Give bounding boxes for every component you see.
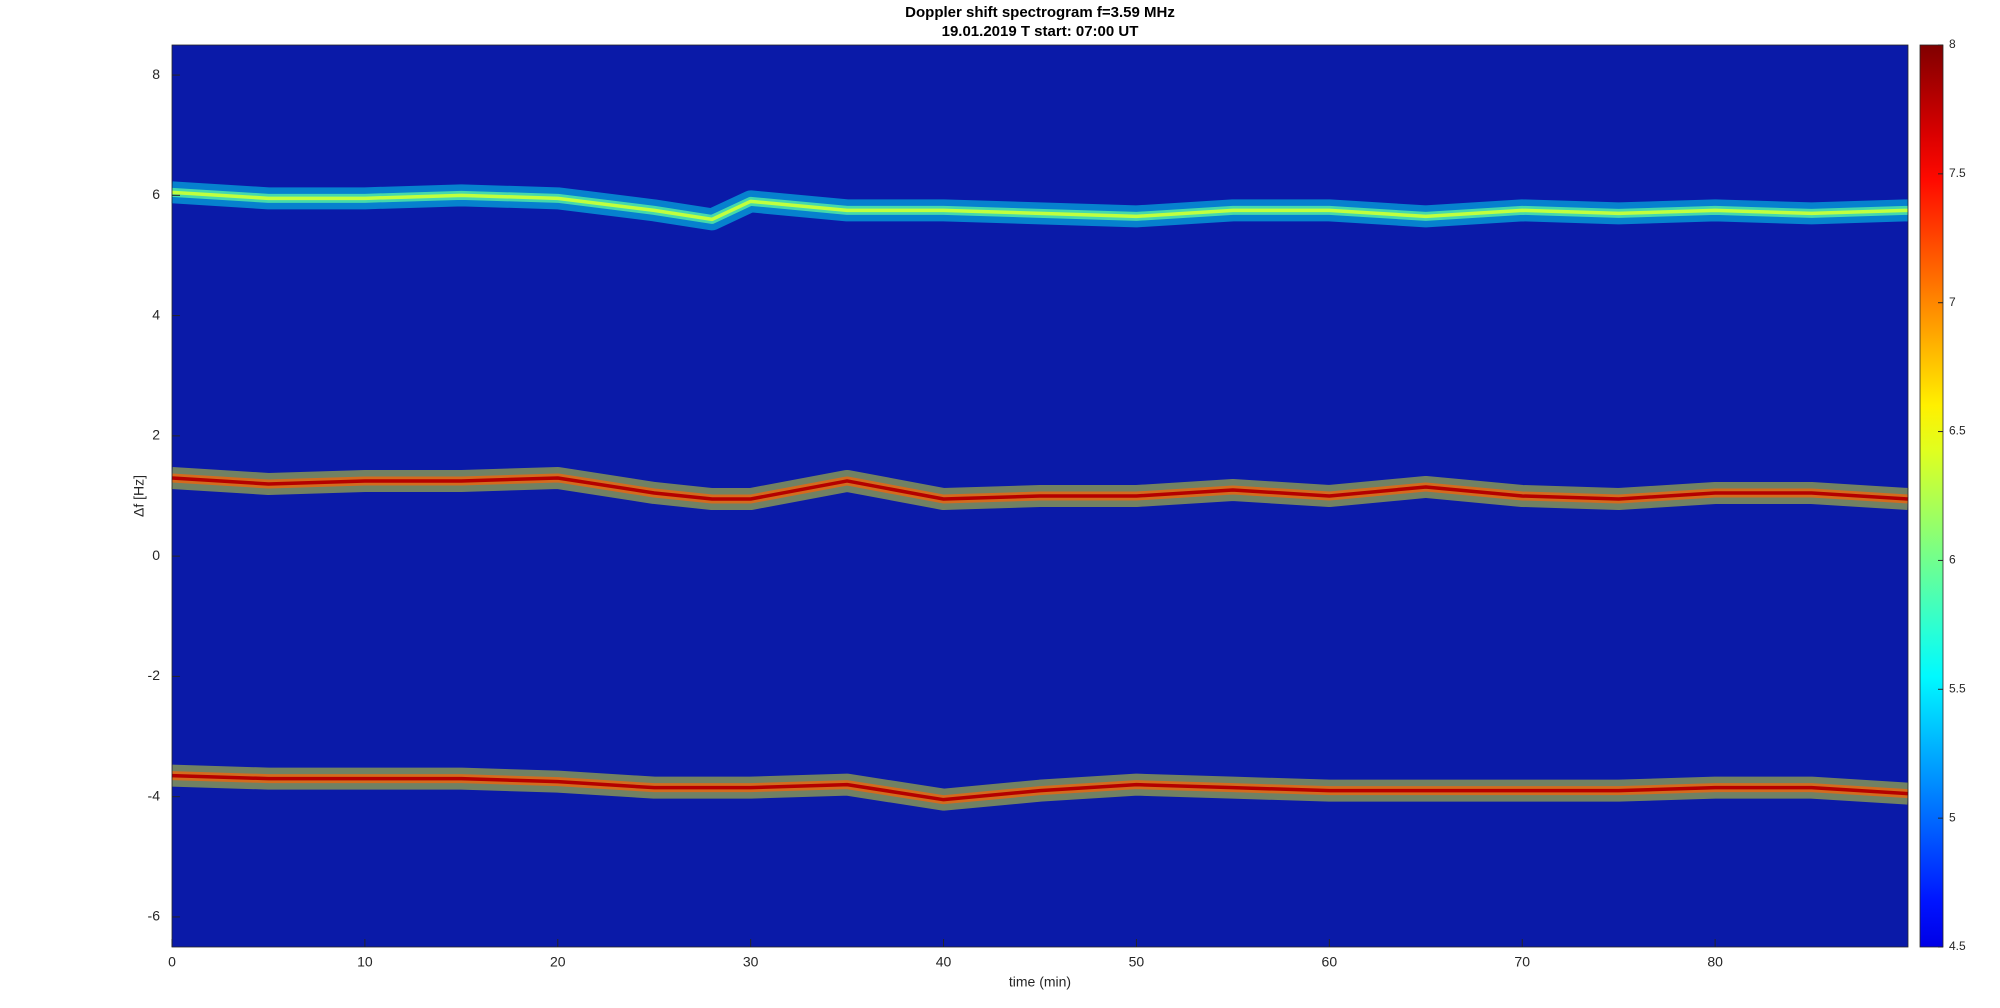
colorbar-tick-label: 4.5 xyxy=(1949,939,1966,953)
colorbar-tick-label: 7.5 xyxy=(1949,166,1966,180)
y-tick-label: 2 xyxy=(152,427,160,443)
x-tick-label: 50 xyxy=(1129,954,1145,970)
trace xyxy=(171,190,1909,222)
chart-subtitle: 19.01.2019 T start: 07:00 UT xyxy=(942,23,1139,40)
trace xyxy=(171,476,1909,501)
x-tick-label: 0 xyxy=(168,954,176,970)
y-tick-label: 4 xyxy=(152,306,160,322)
colorbar xyxy=(1919,44,1944,948)
y-tick-label: 0 xyxy=(152,547,160,563)
plot-frame xyxy=(171,44,1909,948)
y-tick-label: 6 xyxy=(152,186,160,202)
y-tick-label: 8 xyxy=(152,66,160,82)
colorbar-tick-label: 7 xyxy=(1949,295,1956,309)
colorbar-tick-label: 6.5 xyxy=(1949,424,1966,438)
x-tick-label: 40 xyxy=(936,954,952,970)
x-tick-label: 80 xyxy=(1707,954,1723,970)
chart-title: Doppler shift spectrogram f=3.59 MHz xyxy=(905,4,1175,21)
y-tick-label: -2 xyxy=(148,667,161,683)
colorbar-tick-label: 5 xyxy=(1949,810,1956,824)
y-tick-label: -6 xyxy=(148,908,161,924)
y-tick-label: -4 xyxy=(148,787,161,803)
x-tick-label: 30 xyxy=(743,954,759,970)
colorbar-tick-label: 5.5 xyxy=(1949,681,1966,695)
colorbar-tick-label: 8 xyxy=(1949,37,1956,51)
trace xyxy=(171,773,1909,802)
x-tick-label: 60 xyxy=(1322,954,1338,970)
x-tick-label: 10 xyxy=(357,954,373,970)
colorbar-tick-label: 6 xyxy=(1949,553,1956,567)
y-axis-label: Δf [Hz] xyxy=(131,475,147,517)
x-axis-label: time (min) xyxy=(1009,974,1071,990)
x-tick-label: 70 xyxy=(1514,954,1530,970)
x-tick-label: 20 xyxy=(550,954,566,970)
